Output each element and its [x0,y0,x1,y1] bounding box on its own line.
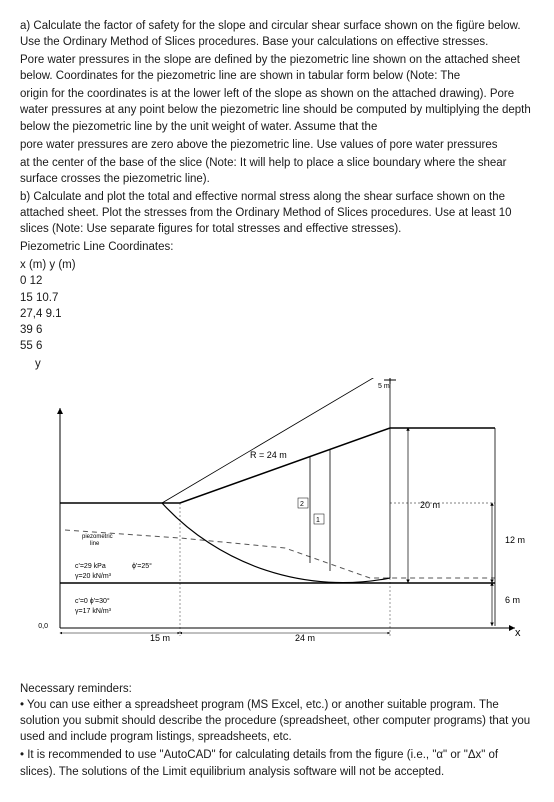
svg-text:line: line [90,541,100,547]
y-axis-label: y [35,356,534,372]
svg-text:1: 1 [316,517,320,524]
part-b: b) Calculate and plot the total and effe… [20,189,534,237]
svg-text:ϕ'=25°: ϕ'=25° [132,562,152,570]
coord-block: x (m) y (m) 0 12 15 10.7 27,4 9.1 39 6 5… [20,257,534,354]
svg-text:15 m: 15 m [150,633,170,643]
svg-text:2: 2 [300,501,304,508]
part-a: a) Calculate the factor of safety for th… [20,18,534,50]
svg-text:x: x [515,627,521,639]
pore-p1: Pore water pressures in the slope are de… [20,52,534,84]
coord-row-3: 39 6 [20,322,534,338]
pore-p3: pore water pressures are zero above the … [20,137,534,153]
pore-p4: at the center of the base of the slice (… [20,155,534,187]
coord-row-1: 15 10.7 [20,290,534,306]
svg-text:c'=0 ϕ'=30°: c'=0 ϕ'=30° [75,597,110,605]
svg-text:6 m: 6 m [505,595,520,605]
coord-row-0: 0 12 [20,273,534,289]
slope-diagram: R = 24 m 20 m 12 m 6 m 1 2 5 m piezometricline c… [20,378,534,663]
svg-text:piezometric: piezometric [82,534,113,540]
svg-text:24 m: 24 m [295,633,315,643]
piezo-title: Piezometric Line Coordinates: [20,239,534,255]
svg-text:R = 24 m: R = 24 m [250,450,287,460]
svg-text:12 m: 12 m [505,535,525,545]
coord-row-4: 55 6 [20,338,534,354]
svg-text:20 m: 20 m [420,500,440,510]
svg-text:0,0: 0,0 [38,623,48,630]
svg-text:c'=29 kPa: c'=29 kPa [75,563,106,570]
reminder-2: • It is recommended to use "AutoCAD" for… [20,747,534,779]
svg-text:5 m: 5 m [378,383,390,390]
coord-row-2: 27,4 9.1 [20,306,534,322]
svg-text:γ=17 kN/m³: γ=17 kN/m³ [75,608,112,615]
reminder-1: • You can use either a spreadsheet progr… [20,697,534,745]
svg-text:γ=20 kN/m³: γ=20 kN/m³ [75,573,112,580]
pore-p2: origin for the coordinates is at the low… [20,86,534,134]
reminders-title: Necessary reminders: [20,681,534,697]
coord-header: x (m) y (m) [20,257,534,273]
slope-svg: R = 24 m 20 m 12 m 6 m 1 2 5 m piezometricline c… [20,378,530,658]
